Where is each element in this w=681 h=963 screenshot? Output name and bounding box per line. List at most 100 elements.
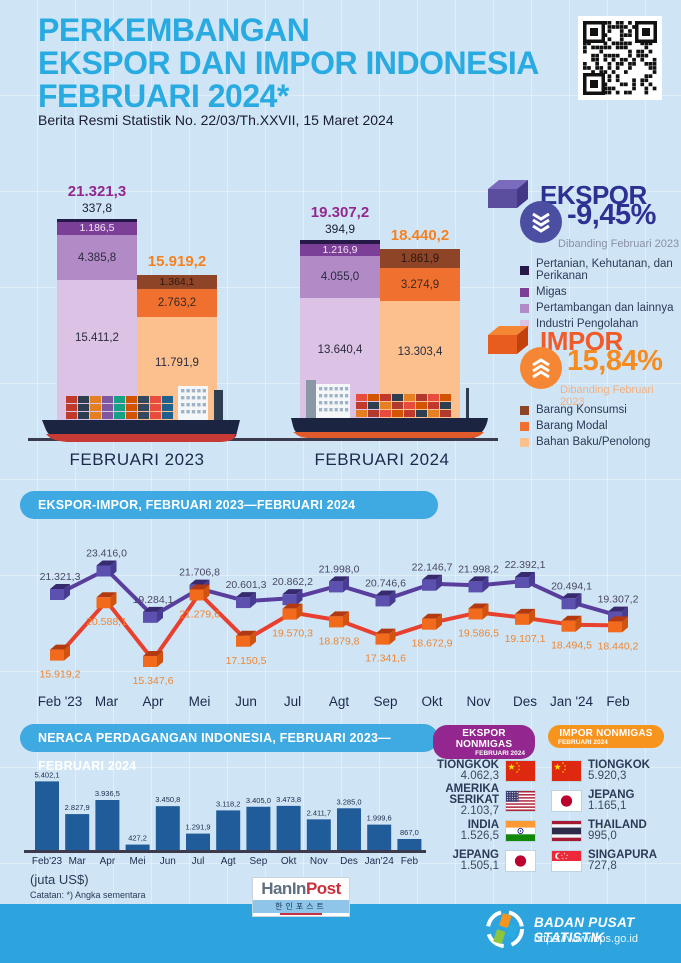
neraca-x-label: Mar — [69, 856, 87, 867]
legend-label: Bahan Baku/Penolong — [536, 436, 651, 448]
nonmigas-row: JEPANG 1.165,1 — [552, 789, 672, 812]
segment-value-label: 13.303,4 — [397, 346, 443, 359]
impor-cube-icon — [488, 326, 528, 356]
line-chart: 21.321,3 23.416,0 19.284,1 21.706,8 20.601,3… — [38, 548, 639, 709]
data-point-impor — [236, 630, 256, 647]
segment-value-label: 1.364,1 — [159, 275, 195, 288]
bar-total-impor: 15.919,2 — [147, 252, 207, 270]
x-axis-label: Feb '23 — [38, 694, 83, 709]
bps-url-link[interactable]: https://www.bps.go.id — [534, 933, 638, 945]
impor-change-pct: 15,84% — [567, 345, 663, 377]
x-axis-label: Mei — [189, 694, 211, 709]
bps-org-name: BADAN PUSAT STATISTIK — [534, 915, 635, 945]
point-value-label: 22.146,7 — [412, 562, 453, 574]
country-value: 727,8 — [588, 859, 617, 872]
bar-total-impor: 18.440,2 — [390, 226, 450, 244]
bar-total-ekspor: 19.307,2 — [310, 203, 370, 221]
ekspor-nonmigas-subtitle: FEBRUARI 2024 — [475, 750, 525, 757]
segment-value-label: 1.216,9 — [322, 243, 358, 256]
bar-top-segment-value: 337,8 — [81, 201, 113, 216]
data-point-ekspor — [561, 593, 582, 610]
unit-note: (juta US$) — [30, 872, 89, 887]
neraca-x-label: Mei — [130, 856, 146, 867]
point-value-label: 17.341,6 — [365, 653, 406, 665]
legend-color-swatch — [520, 405, 529, 415]
x-axis-label: Mar — [95, 694, 119, 709]
data-point-impor — [189, 584, 210, 601]
data-point-ekspor — [143, 606, 163, 623]
watermark-korean-text: 한인포스트 — [253, 900, 349, 913]
point-value-label: 21.279,6 — [179, 608, 220, 620]
point-value-label: 20.746,6 — [365, 577, 406, 589]
x-axis-label: Jan '24 — [550, 694, 594, 709]
legend-color-swatch — [520, 319, 529, 329]
legend-item: Migas — [520, 286, 681, 298]
nonmigas-row: TIONGKOK 4.062,3 — [433, 759, 535, 781]
point-value-label: 19.586,5 — [458, 627, 499, 639]
neraca-x-label: Feb — [401, 856, 419, 867]
neraca-bar — [95, 800, 120, 850]
data-point-ekspor — [50, 584, 70, 600]
cargo-ship-illustration-2023 — [38, 382, 243, 444]
flag-thailand-icon — [552, 820, 581, 841]
qr-code-icon — [578, 16, 662, 100]
neraca-value-label: 2.411,7 — [307, 808, 331, 817]
data-point-impor — [143, 651, 163, 668]
bar-segment-ekspor: 4.385,8 — [57, 234, 137, 280]
point-value-label: 20.494,1 — [551, 580, 592, 592]
x-axis-label: Sep — [373, 694, 397, 709]
country-value: 5.920,3 — [588, 769, 627, 782]
section-header-neraca: NERACA PERDAGANGAN INDONESIA, FEBRUARI 2… — [20, 724, 438, 773]
country-name: JEPANG — [452, 848, 499, 861]
data-point-impor — [375, 628, 396, 645]
legend-color-swatch — [520, 265, 529, 275]
legend-item: Industri Pengolahan — [520, 318, 681, 330]
point-value-label: 19.284,1 — [133, 594, 174, 606]
nonmigas-row: JEPANG 1.505,1 — [433, 848, 535, 871]
point-value-label: 18.879,8 — [319, 635, 360, 647]
country-name: TIONGKOK — [588, 758, 650, 771]
point-value-label: 18.672,9 — [412, 638, 453, 650]
segment-value-label: 13.640,4 — [317, 343, 363, 356]
data-point-impor — [422, 613, 442, 630]
data-point-impor — [561, 615, 582, 632]
neraca-x-label: Jun — [160, 856, 176, 867]
data-point-impor — [608, 616, 628, 633]
point-value-label: 20.601,3 — [226, 579, 267, 591]
data-point-impor — [515, 608, 535, 625]
neraca-bar — [367, 824, 392, 850]
neraca-bar — [186, 833, 210, 850]
bps-logo-icon — [484, 908, 526, 950]
legend-label: Pertambangan dan lainnya — [536, 302, 674, 314]
nonmigas-row: AMERIKA SERIKAT 2.103,7 — [433, 783, 535, 817]
data-point-ekspor — [515, 571, 535, 588]
point-value-label: 21.321,3 — [40, 571, 81, 583]
flag-japan-icon — [506, 850, 535, 871]
country-value: 1.165,1 — [588, 799, 627, 812]
neraca-x-label: Okt — [281, 856, 297, 867]
legend-label: Barang Konsumsi — [536, 404, 627, 416]
neraca-bar — [125, 844, 150, 850]
segment-value-label: 1.861,9 — [400, 252, 440, 265]
neraca-x-label: Jan'24 — [365, 856, 395, 867]
x-axis-label: Okt — [421, 694, 442, 709]
segment-value-label: 4.385,8 — [77, 251, 117, 264]
page-title-line2: EKSPOR DAN IMPOR INDONESIA — [38, 45, 539, 81]
point-value-label: 17.150,5 — [226, 655, 267, 667]
point-value-label: 21.998,0 — [319, 563, 360, 575]
flag-china-icon — [506, 760, 535, 781]
release-subtitle: Berita Resmi Statistik No. 22/03/Th.XXVI… — [38, 112, 394, 128]
neraca-bar — [397, 838, 422, 850]
impor-compare-note: Dibanding Februari 2023 — [560, 384, 654, 408]
country-name: THAILAND — [588, 818, 647, 831]
group-label-feb-2023: FEBRUARI 2023 — [69, 450, 205, 469]
watermark-brand: HanInPost — [261, 879, 341, 898]
neraca-x-label: Apr — [100, 856, 116, 867]
x-axis-label: Apr — [142, 694, 164, 709]
bar-segment-impor: 2.763,2 — [137, 288, 217, 317]
legend-item: Barang Modal — [520, 420, 650, 432]
neraca-bar — [306, 819, 331, 850]
data-point-ekspor — [236, 592, 256, 609]
impor-nonmigas-subtitle: FEBRUARI 2024 — [558, 739, 608, 746]
flag-singapore-icon — [552, 850, 581, 871]
